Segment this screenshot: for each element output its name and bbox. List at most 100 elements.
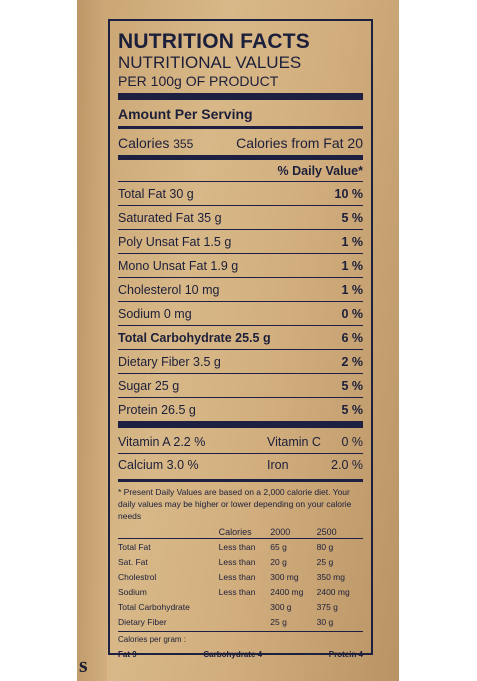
reference-cell: Dietary Fiber	[118, 616, 167, 627]
calories-per-gram-protein: Protein 4	[328, 650, 363, 659]
reference-cell	[219, 599, 271, 614]
calories-value: 355	[173, 137, 194, 151]
reference-cell	[219, 614, 271, 629]
reference-cell: 300 mg	[270, 571, 299, 582]
nutrient-daily-value: 2 %	[341, 354, 363, 369]
vitamin-value: 2.2 %	[173, 435, 206, 449]
nutrient-label: Total Fat	[118, 186, 166, 201]
nutrient-amount: 1.9 g	[210, 258, 239, 273]
vitamin-left: Vitamin A 2.2 %	[118, 435, 205, 449]
reference-cell: 2400 mg	[270, 586, 304, 597]
panel-subtitle: NUTRITIONAL VALUES	[118, 53, 302, 72]
vitamin-label: Iron	[267, 458, 289, 472]
vitamin-row: Calcium 3.0 % Iron 2.0 %	[118, 453, 363, 476]
nutrient-amount: 1.5 g	[203, 234, 232, 249]
nutrient-label: Sugar	[118, 378, 152, 393]
nutrient-name-amount: Poly Unsat Fat 1.5 g	[118, 235, 231, 249]
divider-thick	[118, 155, 363, 160]
vitamin-value: 3.0 %	[166, 458, 199, 472]
nutrient-label: Protein	[118, 402, 158, 417]
vitamin-value: 2.0 %	[331, 458, 363, 472]
nutrient-row: Saturated Fat 35 g 5 %	[118, 205, 363, 229]
nutrient-row: Sugar 25 g 5 %	[118, 373, 363, 397]
nutrient-daily-value: 5 %	[341, 402, 363, 417]
reference-row: Dietary Fiber 25 g 30 g	[118, 614, 363, 629]
reference-header-cell: 2500	[316, 525, 363, 539]
nutrient-name-amount: Dietary Fiber 3.5 g	[118, 355, 221, 369]
nutrient-name-amount: Cholesterol 10 mg	[118, 283, 219, 297]
reference-cell: 2400 mg	[316, 586, 350, 597]
divider	[118, 631, 363, 632]
calories-per-gram-row: Fat 9 Carbohydrate 4 Protein 4	[118, 644, 363, 659]
nutrient-amount: 30 g	[169, 186, 194, 201]
reference-cell: Sodium	[118, 586, 147, 597]
reference-cell: 300 g	[270, 601, 292, 612]
reference-table: Calories 2000 2500 Total Fat Less than 65 g 80…	[118, 525, 363, 629]
vitamin-label: Vitamin A	[118, 435, 170, 449]
vitamin-value: 0 %	[341, 435, 363, 449]
reference-cell: Less than	[218, 541, 256, 552]
calories-per-gram-carb: Carbohydrate 4	[203, 650, 263, 659]
nutrient-label: Dietary Fiber	[118, 354, 190, 369]
reference-row: Total Carbohydrate 300 g 375 g	[118, 599, 363, 614]
reference-row: Total Fat Less than 65 g 80 g	[118, 539, 363, 555]
nutrient-row: Total Carbohydrate 25.5 g 6 %	[118, 325, 363, 349]
calories-fat-label: Calories from Fat	[236, 135, 344, 151]
package-text-fragment: s	[79, 652, 88, 677]
reference-cell: Less than	[218, 556, 256, 567]
divider	[118, 126, 363, 129]
nutrient-name-amount: Saturated Fat 35 g	[118, 211, 222, 225]
nutrient-amount: 35 g	[197, 210, 222, 225]
reference-cell: Less than	[218, 571, 256, 582]
reference-cell: 20 g	[270, 556, 287, 567]
nutrient-name-amount: Sodium 0 mg	[118, 307, 192, 321]
nutrient-row: Cholesterol 10 mg 1 %	[118, 277, 363, 301]
nutrient-row: Poly Unsat Fat 1.5 g 1 %	[118, 229, 363, 253]
nutrient-daily-value: 6 %	[341, 330, 363, 345]
vitamin-label: Calcium	[118, 458, 164, 472]
nutrient-label: Poly Unsat Fat	[118, 234, 200, 249]
nutrient-row: Sodium 0 mg 0 %	[118, 301, 363, 325]
panel-basis: PER 100g OF PRODUCT	[118, 73, 279, 89]
nutrient-daily-value: 1 %	[341, 258, 363, 273]
nutrient-label: Sodium	[118, 306, 161, 321]
reference-cell: Total Fat	[118, 541, 151, 552]
nutrient-daily-value: 0 %	[341, 306, 363, 321]
nutrient-daily-value: 10 %	[334, 186, 364, 201]
nutrition-facts-panel: NUTRITION FACTS NUTRITIONAL VALUES PER 1…	[108, 19, 373, 659]
vitamin-left: Calcium 3.0 %	[118, 458, 199, 472]
vitamin-right: Vitamin C 0 %	[267, 435, 363, 449]
nutrient-label: Total Carbohydrate	[118, 330, 232, 345]
reference-cell: 30 g	[316, 616, 334, 627]
reference-cell: 375 g	[316, 601, 338, 612]
nutrient-daily-value: 5 %	[341, 378, 363, 393]
calories-fat-value: 20	[347, 135, 363, 151]
vitamin-right: Iron 2.0 %	[267, 458, 363, 472]
reference-cell: 350 mg	[316, 571, 345, 582]
reference-header-cell: 2000	[270, 525, 317, 539]
nutrient-amount: 3.5 g	[193, 354, 221, 369]
vitamin-label: Vitamin C	[267, 435, 321, 449]
reference-row: Cholestrol Less than 300 mg 350 mg	[118, 569, 363, 584]
nutrient-name-amount: Protein 26.5 g	[118, 403, 196, 417]
reference-header-row: Calories 2000 2500	[118, 525, 363, 539]
reference-cell: Cholestrol	[118, 571, 157, 582]
nutrient-name-amount: Sugar 25 g	[118, 379, 179, 393]
package-surface	[77, 0, 399, 681]
calories-per-gram-fat: Fat 9	[118, 650, 137, 659]
reference-header-cell: Calories	[218, 525, 271, 539]
calories-per-gram-label: Calories per gram :	[118, 635, 187, 644]
nutrient-daily-value: 1 %	[341, 234, 363, 249]
reference-cell: 65 g	[270, 541, 287, 552]
nutrient-label: Saturated Fat	[118, 210, 194, 225]
calories-row: Calories 355 Calories from Fat 20	[118, 129, 363, 155]
reference-cell: 80 g	[316, 541, 334, 552]
divider	[118, 479, 363, 482]
panel-title: NUTRITION FACTS	[118, 30, 310, 53]
reference-cell: 25 g	[270, 616, 287, 627]
nutrient-row: Mono Unsat Fat 1.9 g 1 %	[118, 253, 363, 277]
nutrient-amount: 26.5 g	[161, 402, 196, 417]
reference-cell: Total Carbohydrate	[118, 601, 190, 612]
calories-label: Calories	[118, 135, 170, 151]
reference-cell: 25 g	[316, 556, 334, 567]
